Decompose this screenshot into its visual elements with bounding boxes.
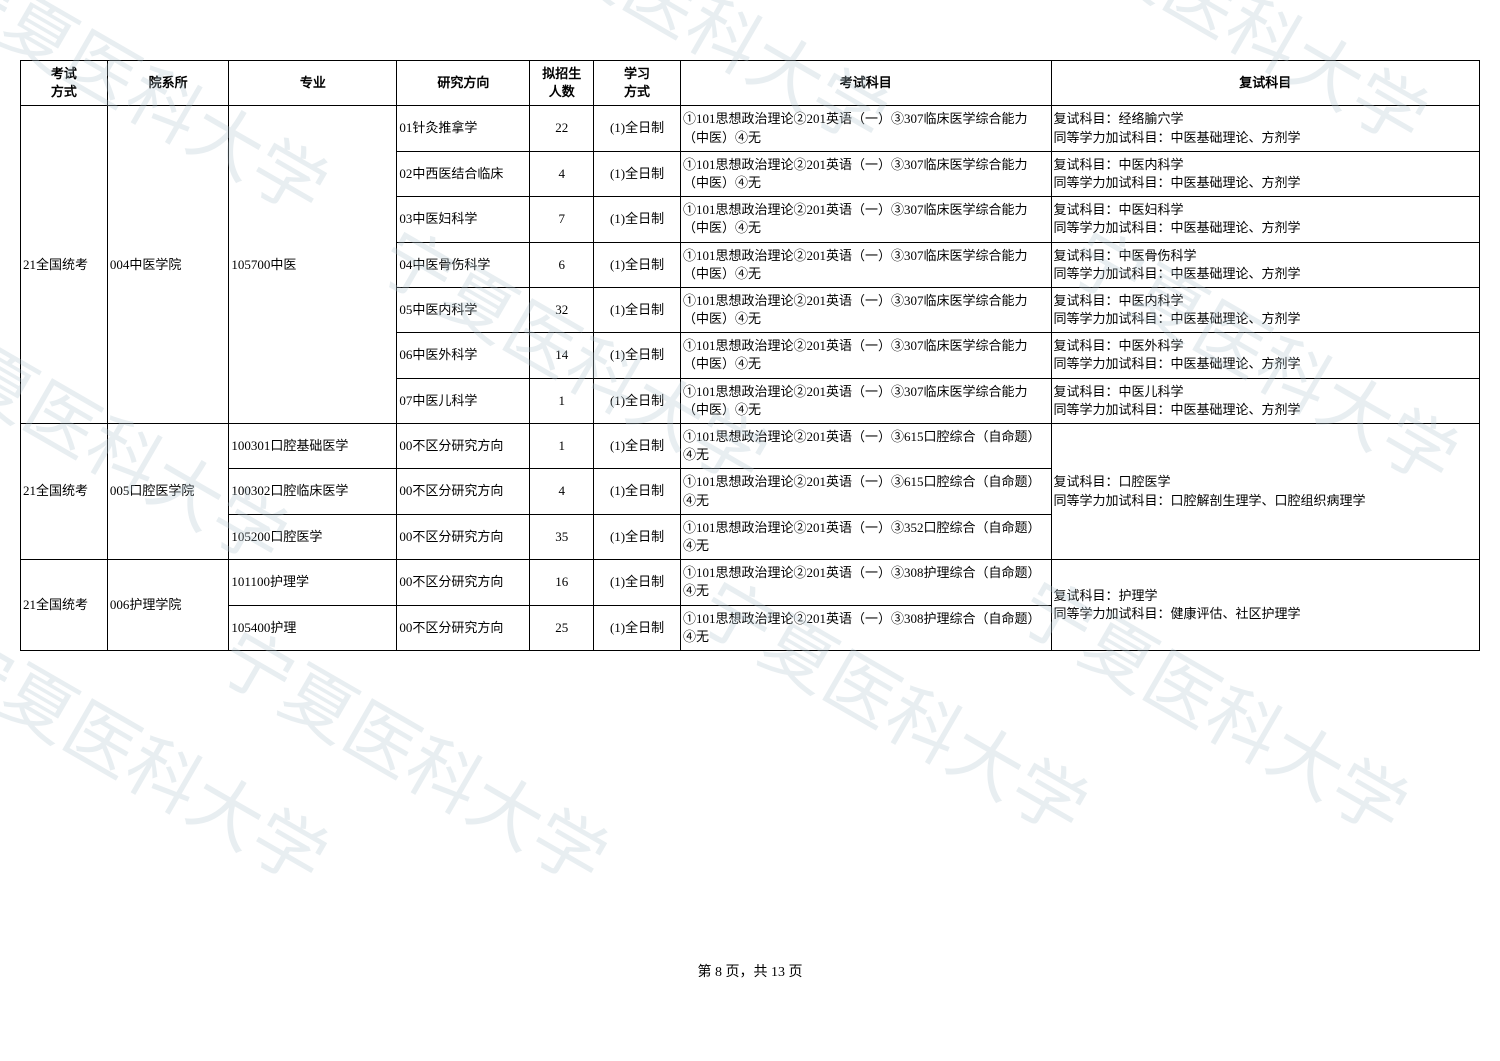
cell-major: 105200口腔医学 — [229, 514, 397, 559]
cell-study: (1)全日制 — [594, 197, 681, 242]
cell-study: (1)全日制 — [594, 287, 681, 332]
table-body: 21全国统考 004中医学院 105700中医 01针灸推拿学 22 (1)全日… — [21, 106, 1480, 651]
cell-major: 105700中医 — [229, 106, 397, 424]
table-row: 21全国统考 006护理学院 101100护理学 00不区分研究方向 16 (1… — [21, 560, 1480, 605]
cell-study: (1)全日制 — [594, 469, 681, 514]
cell-enroll: 4 — [530, 151, 594, 196]
cell-retest: 复试科目：中医骨伤科学 同等学力加试科目：中医基础理论、方剂学 — [1051, 242, 1479, 287]
cell-subjects: ①101思想政治理论②201英语（一）③308护理综合（自命题）④无 — [680, 605, 1051, 650]
header-study-mode: 学习 方式 — [594, 61, 681, 106]
cell-department: 006护理学院 — [107, 560, 229, 651]
cell-enroll: 4 — [530, 469, 594, 514]
cell-study: (1)全日制 — [594, 106, 681, 151]
header-retest: 复试科目 — [1051, 61, 1479, 106]
cell-enroll: 22 — [530, 106, 594, 151]
cell-study: (1)全日制 — [594, 378, 681, 423]
cell-study: (1)全日制 — [594, 605, 681, 650]
page-footer: 第 8 页，共 13 页 — [0, 961, 1500, 981]
cell-major: 100302口腔临床医学 — [229, 469, 397, 514]
cell-enroll: 35 — [530, 514, 594, 559]
cell-retest: 复试科目：经络腧穴学 同等学力加试科目：中医基础理论、方剂学 — [1051, 106, 1479, 151]
cell-study: (1)全日制 — [594, 151, 681, 196]
cell-enroll: 1 — [530, 424, 594, 469]
table-row: 21全国统考 004中医学院 105700中医 01针灸推拿学 22 (1)全日… — [21, 106, 1480, 151]
cell-enroll: 16 — [530, 560, 594, 605]
cell-retest: 复试科目：口腔医学 同等学力加试科目：口腔解剖生理学、口腔组织病理学 — [1051, 424, 1479, 560]
cell-direction: 00不区分研究方向 — [397, 560, 530, 605]
cell-subjects: ①101思想政治理论②201英语（一）③308护理综合（自命题）④无 — [680, 560, 1051, 605]
cell-subjects: ①101思想政治理论②201英语（一）③615口腔综合（自命题）④无 — [680, 424, 1051, 469]
cell-major: 105400护理 — [229, 605, 397, 650]
header-subjects: 考试科目 — [680, 61, 1051, 106]
cell-subjects: ①101思想政治理论②201英语（一）③307临床医学综合能力（中医）④无 — [680, 378, 1051, 423]
cell-exam-type: 21全国统考 — [21, 106, 108, 424]
cell-direction: 03中医妇科学 — [397, 197, 530, 242]
header-department: 院系所 — [107, 61, 229, 106]
cell-subjects: ①101思想政治理论②201英语（一）③307临床医学综合能力（中医）④无 — [680, 151, 1051, 196]
cell-retest: 复试科目：护理学 同等学力加试科目：健康评估、社区护理学 — [1051, 560, 1479, 651]
cell-retest: 复试科目：中医儿科学 同等学力加试科目：中医基础理论、方剂学 — [1051, 378, 1479, 423]
cell-direction: 00不区分研究方向 — [397, 605, 530, 650]
cell-study: (1)全日制 — [594, 560, 681, 605]
cell-study: (1)全日制 — [594, 242, 681, 287]
cell-direction: 00不区分研究方向 — [397, 469, 530, 514]
cell-major: 101100护理学 — [229, 560, 397, 605]
admissions-table: 考试 方式 院系所 专业 研究方向 拟招生 人数 学习 方式 考试科目 复试科目… — [20, 60, 1480, 651]
cell-subjects: ①101思想政治理论②201英语（一）③615口腔综合（自命题）④无 — [680, 469, 1051, 514]
cell-enroll: 1 — [530, 378, 594, 423]
table-header-row: 考试 方式 院系所 专业 研究方向 拟招生 人数 学习 方式 考试科目 复试科目 — [21, 61, 1480, 106]
cell-direction: 06中医外科学 — [397, 333, 530, 378]
cell-subjects: ①101思想政治理论②201英语（一）③307临床医学综合能力（中医）④无 — [680, 333, 1051, 378]
cell-exam-type: 21全国统考 — [21, 424, 108, 560]
cell-enroll: 6 — [530, 242, 594, 287]
header-direction: 研究方向 — [397, 61, 530, 106]
cell-subjects: ①101思想政治理论②201英语（一）③307临床医学综合能力（中医）④无 — [680, 287, 1051, 332]
cell-direction: 02中西医结合临床 — [397, 151, 530, 196]
cell-department: 004中医学院 — [107, 106, 229, 424]
header-exam-type: 考试 方式 — [21, 61, 108, 106]
cell-subjects: ①101思想政治理论②201英语（一）③352口腔综合（自命题）④无 — [680, 514, 1051, 559]
cell-direction: 00不区分研究方向 — [397, 424, 530, 469]
header-major: 专业 — [229, 61, 397, 106]
cell-study: (1)全日制 — [594, 333, 681, 378]
cell-enroll: 32 — [530, 287, 594, 332]
cell-direction: 07中医儿科学 — [397, 378, 530, 423]
cell-study: (1)全日制 — [594, 514, 681, 559]
cell-retest: 复试科目：中医外科学 同等学力加试科目：中医基础理论、方剂学 — [1051, 333, 1479, 378]
cell-enroll: 25 — [530, 605, 594, 650]
table-row: 21全国统考 005口腔医学院 100301口腔基础医学 00不区分研究方向 1… — [21, 424, 1480, 469]
cell-department: 005口腔医学院 — [107, 424, 229, 560]
cell-enroll: 14 — [530, 333, 594, 378]
table-container: 考试 方式 院系所 专业 研究方向 拟招生 人数 学习 方式 考试科目 复试科目… — [20, 60, 1480, 651]
header-enroll: 拟招生 人数 — [530, 61, 594, 106]
cell-direction: 01针灸推拿学 — [397, 106, 530, 151]
cell-exam-type: 21全国统考 — [21, 560, 108, 651]
cell-direction: 00不区分研究方向 — [397, 514, 530, 559]
cell-subjects: ①101思想政治理论②201英语（一）③307临床医学综合能力（中医）④无 — [680, 106, 1051, 151]
cell-direction: 04中医骨伤科学 — [397, 242, 530, 287]
cell-retest: 复试科目：中医妇科学 同等学力加试科目：中医基础理论、方剂学 — [1051, 197, 1479, 242]
cell-study: (1)全日制 — [594, 424, 681, 469]
cell-retest: 复试科目：中医内科学 同等学力加试科目：中医基础理论、方剂学 — [1051, 287, 1479, 332]
cell-subjects: ①101思想政治理论②201英语（一）③307临床医学综合能力（中医）④无 — [680, 197, 1051, 242]
cell-subjects: ①101思想政治理论②201英语（一）③307临床医学综合能力（中医）④无 — [680, 242, 1051, 287]
cell-retest: 复试科目：中医内科学 同等学力加试科目：中医基础理论、方剂学 — [1051, 151, 1479, 196]
cell-major: 100301口腔基础医学 — [229, 424, 397, 469]
cell-enroll: 7 — [530, 197, 594, 242]
cell-direction: 05中医内科学 — [397, 287, 530, 332]
